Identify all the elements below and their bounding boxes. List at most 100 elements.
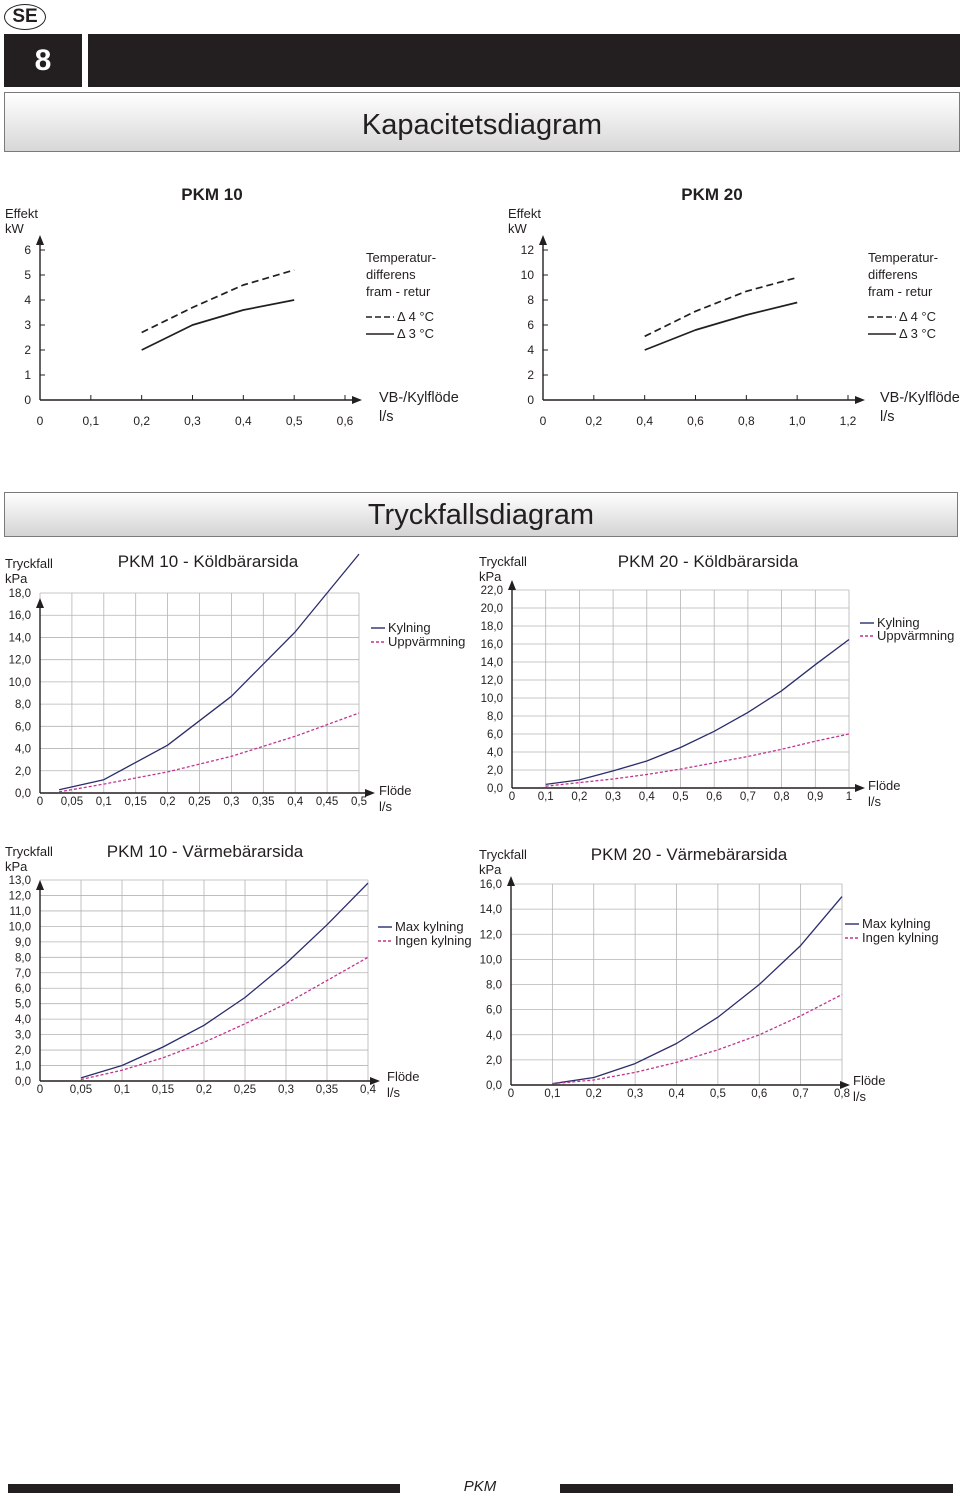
y-tick-label: 2,0 <box>15 1045 31 1057</box>
legend-label: Δ 3 °C <box>899 326 936 341</box>
legend-label: Δ 3 °C <box>397 326 434 341</box>
pressure-header-box: Tryckfallsdiagram <box>4 492 958 537</box>
x-tick-label: 0,5 <box>710 1088 726 1100</box>
y-axis-label: Tryckfall <box>5 556 53 571</box>
x-tick-label: 0,15 <box>152 1084 174 1096</box>
x-tick-label: 0,4 <box>287 796 304 808</box>
x-tick-label: 0 <box>37 796 43 808</box>
x-axis-label: l/s <box>868 794 882 809</box>
x-tick-label: 0,4 <box>639 791 656 803</box>
series-line <box>58 553 360 791</box>
y-tick-label: 6 <box>527 318 534 332</box>
x-axis-arrow-icon <box>370 1077 380 1085</box>
legend-label: Max kylning <box>862 916 931 931</box>
chart-p10v: 0,0 1,0 2,0 3,0 4,0 5,0 6,0 7,0 8,0 9,0 10,0 11,0 12… <box>5 842 472 1100</box>
capacity-title: Kapacitetsdiagram <box>361 109 603 141</box>
x-tick-label: 0,05 <box>70 1084 92 1096</box>
x-tick-label: 0,8 <box>774 791 790 803</box>
series-line <box>545 733 850 787</box>
y-tick-label: 6 <box>24 243 31 257</box>
x-tick-label: 0,3 <box>605 791 621 803</box>
y-tick-label: 6,0 <box>487 729 503 741</box>
x-tick-label: 0,4 <box>360 1084 377 1096</box>
x-axis-arrow-icon <box>855 784 865 792</box>
x-axis-arrow-icon <box>365 789 375 797</box>
series-line <box>545 638 850 786</box>
x-tick-label: 0 <box>37 414 44 428</box>
y-tick-label: 4,0 <box>15 1014 31 1026</box>
chart-title: PKM 10 - Värmebärarsida <box>107 842 304 861</box>
y-axis-label: kPa <box>5 859 28 874</box>
x-tick-label: 0,2 <box>586 1088 602 1100</box>
footer-label: PKM <box>463 1478 497 1495</box>
x-tick-label: 0,1 <box>544 1088 560 1100</box>
y-tick-label: 8,0 <box>15 952 31 964</box>
y-tick-label: 12 <box>521 243 535 257</box>
y-tick-label: 5,0 <box>15 999 31 1011</box>
x-tick-label: 0,3 <box>223 796 239 808</box>
y-tick-label: 3 <box>24 318 31 332</box>
language-badge: SE <box>4 4 46 30</box>
series-line <box>644 301 798 351</box>
y-axis-arrow-icon <box>36 235 44 245</box>
x-axis-arrow-icon <box>855 396 865 404</box>
legend-title: fram - retur <box>868 284 933 299</box>
legend-label: Uppvärmning <box>388 634 465 649</box>
y-tick-label: 12,0 <box>481 675 503 687</box>
y-axis-label: Effekt <box>5 206 38 221</box>
legend-label: Max kylning <box>395 919 464 934</box>
top-bar <box>88 34 960 87</box>
chart-p10k: 0,0 2,0 4,0 6,0 8,0 10,0 12,0 14,0 16,0 18,0 0 0,05… <box>5 552 465 814</box>
series-line <box>58 712 360 793</box>
y-axis-label: kPa <box>5 571 28 586</box>
footer-bar-right <box>560 1484 953 1493</box>
x-axis-label: Flöde <box>868 778 901 793</box>
x-tick-label: 0,4 <box>636 414 653 428</box>
x-tick-label: 0,3 <box>627 1088 643 1100</box>
y-axis-label: Effekt <box>508 206 541 221</box>
x-tick-label: 0,2 <box>196 1084 212 1096</box>
y-tick-label: 10,0 <box>481 693 503 705</box>
y-tick-label: 14,0 <box>480 904 502 916</box>
chart-p20v: 0,0 2,0 4,0 6,0 8,0 10,0 12,0 14,0 16,0 0 0,1 0,2 0,… <box>479 845 939 1104</box>
y-tick-label: 10,0 <box>9 921 31 933</box>
y-tick-label: 4 <box>24 293 31 307</box>
x-tick-label: 0,7 <box>740 791 756 803</box>
y-tick-label: 4 <box>527 343 534 357</box>
y-tick-label: 5 <box>24 268 31 282</box>
x-tick-label: 0,25 <box>234 1084 256 1096</box>
x-tick-label: 0 <box>509 791 515 803</box>
y-axis-arrow-icon <box>36 598 44 608</box>
y-tick-label: 0,0 <box>486 1080 502 1092</box>
x-tick-label: 0,1 <box>96 796 112 808</box>
y-axis-arrow-icon <box>36 880 44 890</box>
x-tick-label: 0 <box>540 414 547 428</box>
x-tick-label: 0,8 <box>834 1088 850 1100</box>
y-axis-arrow-icon <box>508 580 516 590</box>
x-tick-label: 1,2 <box>840 414 857 428</box>
y-axis-label: kW <box>508 221 528 236</box>
y-tick-label: 0 <box>527 393 534 407</box>
y-tick-label: 8,0 <box>486 980 502 992</box>
series-line <box>80 882 369 1079</box>
y-tick-label: 8,0 <box>15 699 31 711</box>
x-tick-label: 0,5 <box>286 414 303 428</box>
capacity-header-box: Kapacitetsdiagram <box>4 92 960 152</box>
x-tick-label: 0,6 <box>751 1088 767 1100</box>
x-tick-label: 0,35 <box>316 1084 338 1096</box>
y-tick-label: 12,0 <box>9 890 31 902</box>
chart-p20k: 0,0 2,0 4,0 6,0 8,0 10,0 12,0 14,0 16,0 18,0 20,0 2… <box>479 552 954 809</box>
chart-title: PKM 10 - Köldbärarsida <box>118 552 299 571</box>
y-tick-label: 0 <box>24 393 31 407</box>
y-tick-label: 13,0 <box>9 875 31 887</box>
legend-title: fram - retur <box>366 284 431 299</box>
y-tick-label: 4,0 <box>15 744 31 756</box>
y-tick-label: 2,0 <box>487 765 503 777</box>
x-axis-label: Flöde <box>379 783 412 798</box>
y-axis-label: kW <box>5 221 25 236</box>
x-tick-label: 0,3 <box>184 414 201 428</box>
y-axis-label: Tryckfall <box>479 554 527 569</box>
x-tick-label: 0,1 <box>114 1084 130 1096</box>
y-tick-label: 0,0 <box>15 1076 31 1088</box>
x-tick-label: 0,9 <box>807 791 823 803</box>
